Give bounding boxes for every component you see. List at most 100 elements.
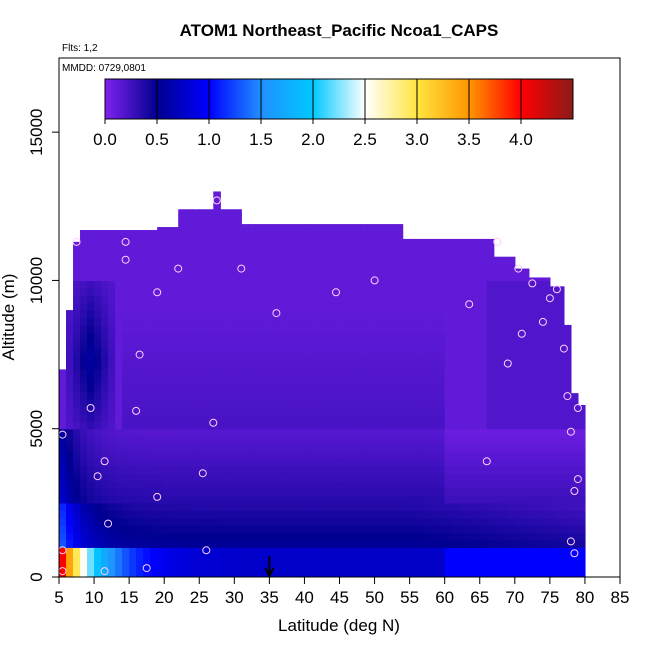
heatmap-cell <box>451 517 460 526</box>
heatmap-cell <box>542 399 551 408</box>
heatmap-cell <box>353 228 362 237</box>
heatmap-cell <box>507 280 516 289</box>
heatmap-cell <box>213 458 221 467</box>
heatmap-cell <box>94 250 102 259</box>
heatmap-cell <box>514 502 523 511</box>
heatmap-cell <box>73 273 81 282</box>
heatmap-cell <box>220 310 228 319</box>
x-tick-label: 25 <box>190 588 209 607</box>
heatmap-cell <box>367 347 376 356</box>
heatmap-cell <box>535 287 544 296</box>
heatmap-cell <box>171 310 179 319</box>
heatmap-cell <box>374 324 383 333</box>
heatmap-cell <box>171 295 179 304</box>
heatmap-cell <box>136 450 144 459</box>
heatmap-cell <box>129 517 137 526</box>
heatmap-cell <box>521 369 530 378</box>
heatmap-cell <box>241 228 249 237</box>
heatmap-cell <box>388 450 397 459</box>
heatmap-cell <box>388 554 397 563</box>
heatmap-cell <box>136 369 144 378</box>
heatmap-cell <box>234 287 242 296</box>
heatmap-cell <box>164 354 172 363</box>
heatmap-cell <box>276 458 284 467</box>
heatmap-cell <box>486 280 495 289</box>
heatmap-cell <box>311 228 320 237</box>
heatmap-cell <box>318 399 327 408</box>
heatmap-cell <box>290 436 299 445</box>
heatmap-cell <box>451 243 460 252</box>
heatmap-cell <box>360 384 369 393</box>
heatmap-cell <box>87 399 95 408</box>
heatmap-cell <box>374 458 383 467</box>
heatmap-cell <box>213 354 221 363</box>
heatmap-cell <box>318 235 327 244</box>
heatmap-cell <box>283 347 292 356</box>
heatmap-cell <box>318 347 327 356</box>
heatmap-cell <box>192 569 200 577</box>
heatmap-cell <box>437 495 446 504</box>
heatmap-cell <box>122 532 130 541</box>
heatmap-cell <box>164 243 172 252</box>
heatmap-cell <box>367 421 376 430</box>
heatmap-cell <box>297 406 306 415</box>
heatmap-cell <box>185 221 193 230</box>
heatmap-cell <box>220 332 228 341</box>
heatmap-cell <box>73 250 81 259</box>
heatmap-cell <box>472 443 481 452</box>
heatmap-cell <box>346 495 355 504</box>
heatmap-cell <box>269 539 277 548</box>
heatmap-cell <box>304 224 313 230</box>
heatmap-cell <box>388 525 397 534</box>
heatmap-cell <box>241 280 249 289</box>
heatmap-cell <box>199 384 207 393</box>
heatmap-cell <box>486 450 495 459</box>
heatmap-cell <box>514 510 523 519</box>
heatmap-cell <box>108 384 116 393</box>
heatmap-cell <box>290 369 299 378</box>
heatmap-cell <box>185 436 193 445</box>
heatmap-cell <box>507 324 516 333</box>
heatmap-cell <box>206 391 214 400</box>
heatmap-cell <box>402 347 411 356</box>
heatmap-cell <box>262 450 270 459</box>
heatmap-cell <box>59 547 67 556</box>
heatmap-cell <box>479 465 488 474</box>
heatmap-cell <box>409 428 418 437</box>
profile-point <box>153 492 162 501</box>
heatmap-cell <box>66 517 74 526</box>
heatmap-cell <box>171 317 179 326</box>
heatmap-cell <box>129 488 137 497</box>
heatmap-cell <box>220 339 228 348</box>
heatmap-cell <box>500 324 509 333</box>
heatmap-cell <box>339 324 348 333</box>
heatmap-cell <box>283 465 292 474</box>
heatmap-cell <box>479 332 488 341</box>
heatmap-cell <box>199 209 207 215</box>
heatmap-cell <box>409 436 418 445</box>
heatmap-cell <box>493 495 502 504</box>
heatmap-cell <box>381 243 390 252</box>
heatmap-cell <box>101 421 109 430</box>
heatmap-cell <box>346 428 355 437</box>
heatmap-cell <box>185 243 193 252</box>
profile-point <box>100 457 109 466</box>
heatmap-cell <box>486 317 495 326</box>
heatmap-cell <box>234 473 242 482</box>
heatmap-cell <box>514 532 523 541</box>
heatmap-cell <box>227 510 235 519</box>
heatmap-cell <box>486 436 495 445</box>
heatmap-cell <box>570 510 579 519</box>
heatmap-cell <box>87 547 95 556</box>
heatmap-cell <box>402 532 411 541</box>
heatmap-cell <box>423 465 432 474</box>
heatmap-cell <box>115 273 123 282</box>
heatmap-cell <box>451 250 460 259</box>
heatmap-cell <box>346 473 355 482</box>
heatmap-cell <box>507 495 516 504</box>
heatmap-cell <box>192 391 200 400</box>
heatmap-cell <box>73 361 81 370</box>
heatmap-cell <box>164 332 172 341</box>
heatmap-cell <box>164 554 172 563</box>
heatmap-cell <box>171 273 179 282</box>
